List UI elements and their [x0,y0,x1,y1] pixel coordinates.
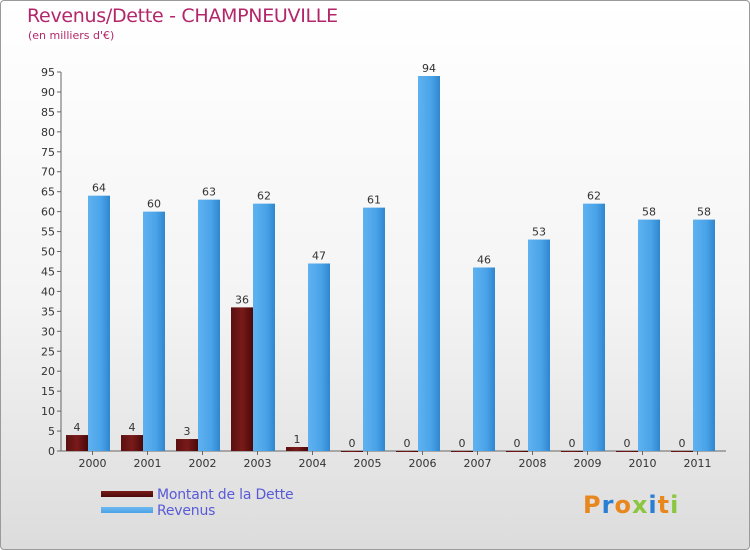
logo-letter: i [648,491,658,519]
bar-revenus [88,195,110,451]
x-tick-label: 2003 [244,457,272,470]
legend-label-dette: Montant de la Dette [157,487,294,503]
bar-dette [66,435,88,451]
x-tick-label: 2002 [189,457,217,470]
y-tick-label: 60 [41,206,55,219]
y-tick-label: 30 [41,325,55,338]
y-tick-label: 50 [41,246,55,259]
y-tick-label: 85 [41,106,55,119]
x-tick-label: 2004 [299,457,327,470]
y-tick-label: 45 [41,265,55,278]
logo-letter: o [614,491,632,519]
data-label-revenus: 94 [422,62,436,75]
y-tick-label: 15 [41,385,55,398]
y-tick-label: 0 [48,445,55,458]
bar-dette [451,451,473,452]
chart-subtitle: (en milliers d'€) [28,29,115,42]
chart-title: Revenus/Dette - CHAMPNEUVILLE [27,5,338,27]
bar-revenus [638,219,660,451]
bar-dette [506,451,528,452]
data-label-revenus: 53 [532,226,546,239]
bar-dette [176,439,198,451]
bar-revenus [418,75,440,451]
bar-revenus [143,211,165,451]
data-label-dette: 0 [459,437,466,450]
proxiti-logo: Proxiti [583,491,679,519]
x-tick-label: 2010 [629,457,657,470]
y-tick-label: 55 [41,226,55,239]
bar-revenus [473,267,495,451]
x-tick-label: 2008 [519,457,547,470]
logo-letter: t [657,491,671,519]
bar-dette [561,451,583,452]
bar-revenus [528,239,550,451]
data-label-dette: 1 [294,433,301,446]
data-label-dette: 0 [569,437,576,450]
y-tick-label: 35 [41,305,55,318]
data-label-dette: 3 [184,425,191,438]
x-tick-label: 2006 [409,457,437,470]
bar-revenus [693,219,715,451]
legend-label-revenus: Revenus [157,503,216,519]
bar-dette [121,435,143,451]
data-label-revenus: 47 [312,249,326,262]
y-tick-label: 10 [41,405,55,418]
data-label-dette: 36 [235,293,249,306]
data-label-revenus: 62 [587,190,601,203]
data-label-revenus: 64 [92,182,106,195]
data-label-revenus: 58 [642,206,656,219]
logo-letter: x [631,491,649,519]
data-label-dette: 0 [404,437,411,450]
data-label-dette: 4 [129,421,136,434]
bar-dette [341,451,363,452]
data-label-revenus: 60 [147,198,161,211]
bar-revenus [308,263,330,451]
bar-revenus [253,203,275,451]
data-label-revenus: 62 [257,190,271,203]
bar-dette [396,451,418,452]
data-label-dette: 0 [624,437,631,450]
data-label-dette: 4 [74,421,81,434]
x-tick-label: 2001 [134,457,162,470]
legend-swatch-dette [101,491,153,497]
bar-dette [616,451,638,452]
y-tick-label: 75 [41,146,55,159]
bar-dette [231,307,253,451]
y-tick-label: 80 [41,126,55,139]
logo-letter: P [583,491,602,519]
y-tick-label: 65 [41,186,55,199]
bar-revenus [583,203,605,451]
bar-revenus [363,207,385,451]
logo-letter: r [601,491,615,519]
y-tick-label: 20 [41,365,55,378]
bar-revenus [198,199,220,451]
y-tick-label: 90 [41,86,55,99]
data-label-dette: 0 [514,437,521,450]
data-label-revenus: 58 [697,206,711,219]
data-label-dette: 0 [679,437,686,450]
y-tick-label: 40 [41,285,55,298]
bar-dette [671,451,693,452]
y-tick-label: 70 [41,166,55,179]
data-label-revenus: 46 [477,253,491,266]
legend-swatch-revenus [101,507,153,513]
data-label-revenus: 61 [367,194,381,207]
x-tick-label: 2005 [354,457,382,470]
y-tick-label: 5 [48,425,55,438]
bar-dette [286,447,308,451]
data-label-revenus: 63 [202,186,216,199]
data-label-dette: 0 [349,437,356,450]
y-tick-label: 95 [41,66,55,79]
x-tick-label: 2000 [79,457,107,470]
x-tick-label: 2011 [684,457,712,470]
x-tick-label: 2007 [464,457,492,470]
y-tick-label: 25 [41,345,55,358]
logo-letter: i [670,491,680,519]
x-tick-label: 2009 [574,457,602,470]
